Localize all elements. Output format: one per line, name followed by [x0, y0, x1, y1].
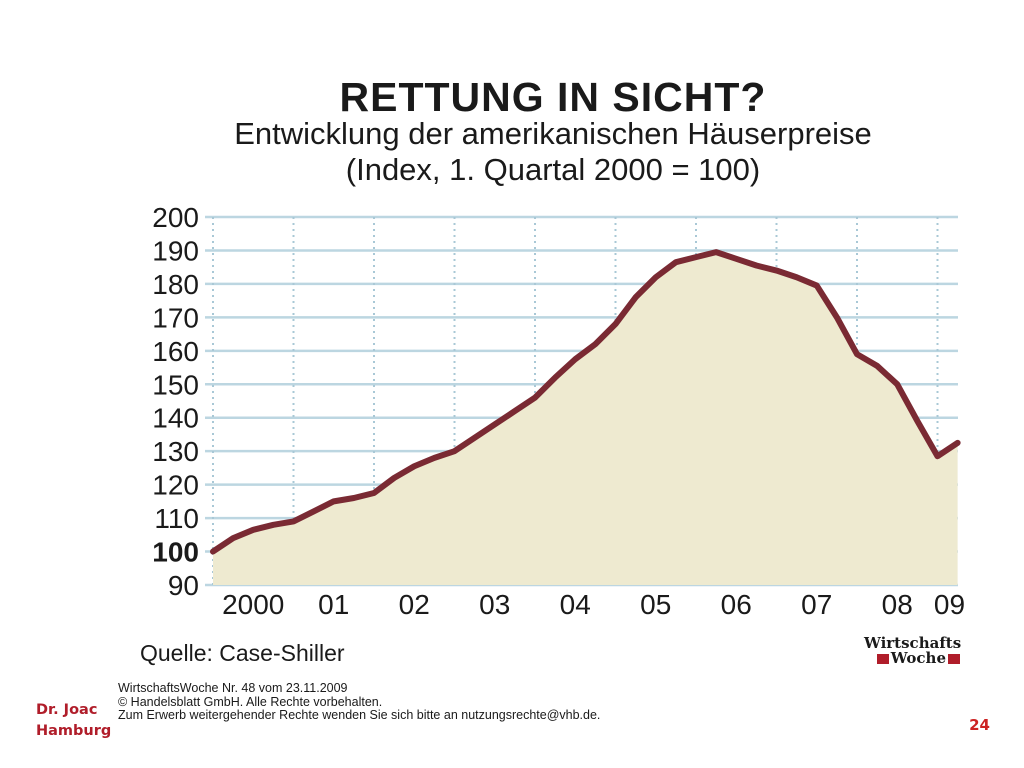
data-point-3	[272, 524, 274, 526]
footer-author-line2: Hamburg	[36, 723, 112, 739]
chart-title: RETTUNG IN SICHT?	[339, 74, 767, 120]
data-point-8	[373, 492, 375, 494]
source-note: Quelle: Case-Shiller	[140, 640, 345, 666]
data-point-27	[755, 265, 757, 267]
y-tick-label-180: 180	[152, 269, 199, 300]
data-point-32	[856, 353, 858, 355]
y-tick-label-100: 100	[152, 537, 199, 568]
data-point-30	[816, 285, 818, 287]
data-point-5	[313, 510, 315, 512]
data-point-33	[876, 365, 878, 367]
data-point-6	[333, 500, 335, 502]
x-axis-ticks: 2000 01 02 03 04 05 06 07 08 09	[222, 589, 965, 620]
data-point-17	[554, 377, 556, 379]
data-point-37	[957, 442, 959, 444]
copyright-line3: Zum Erwerb weitergehender Rechte wenden …	[118, 708, 601, 722]
data-point-0	[212, 551, 214, 553]
data-point-35	[916, 420, 918, 422]
wirtschaftswoche-logo: Wirtschafts Woche	[864, 634, 962, 667]
x-tick-label-09: 09	[934, 589, 965, 620]
y-tick-label-110: 110	[154, 503, 199, 534]
chart-subtitle-line2: (Index, 1. Quartal 2000 = 100)	[345, 152, 761, 187]
price-index-line	[210, 249, 961, 555]
y-tick-label-90: 90	[168, 570, 199, 601]
logo-bar-right	[948, 653, 960, 664]
data-point-34	[896, 383, 898, 385]
y-tick-label-120: 120	[152, 470, 199, 501]
data-point-2	[252, 529, 254, 531]
copyright-line1: WirtschaftsWoche Nr. 48 vom 23.11.2009	[118, 681, 348, 695]
x-tick-label-07: 07	[801, 589, 832, 620]
data-point-15	[514, 410, 516, 412]
x-tick-label-05: 05	[640, 589, 671, 620]
line-layer	[210, 249, 961, 555]
x-tick-label-08: 08	[882, 589, 913, 620]
copyright-notice: WirtschaftsWoche Nr. 48 vom 23.11.2009 ©…	[118, 681, 601, 723]
data-point-19	[594, 343, 596, 345]
logo-line1: Wirtschafts	[864, 634, 962, 652]
data-point-26	[735, 258, 737, 260]
data-point-11	[433, 457, 435, 459]
footer-author-line1: Dr. Joac	[36, 702, 98, 718]
data-point-4	[293, 520, 294, 522]
y-tick-label-140: 140	[152, 403, 199, 434]
data-point-36	[937, 455, 938, 457]
data-point-7	[353, 497, 355, 499]
x-tick-label-2000: 2000	[222, 589, 284, 620]
data-point-10	[413, 465, 415, 467]
x-tick-label-04: 04	[560, 589, 591, 620]
copyright-line2: © Handelsblatt GmbH. Alle Rechte vorbeha…	[118, 694, 383, 709]
y-tick-label-150: 150	[152, 369, 199, 400]
y-tick-label-130: 130	[152, 436, 199, 467]
data-point-9	[393, 477, 395, 479]
data-point-28	[776, 270, 777, 272]
data-point-23	[675, 261, 677, 263]
data-point-22	[655, 276, 657, 278]
y-tick-label-160: 160	[152, 336, 199, 367]
data-point-21	[635, 296, 637, 298]
data-point-12	[454, 450, 455, 452]
x-tick-label-01: 01	[318, 589, 349, 620]
data-point-24	[695, 256, 697, 258]
y-tick-label-190: 190	[152, 235, 199, 266]
logo-line2: Woche	[890, 649, 946, 667]
x-tick-label-02: 02	[399, 589, 430, 620]
data-point-1	[232, 537, 234, 539]
footer-author: Dr. Joac Hamburg	[36, 700, 116, 742]
x-tick-label-03: 03	[479, 589, 510, 620]
data-point-29	[796, 276, 798, 278]
area-fill	[213, 252, 958, 586]
page-number: 24	[969, 716, 990, 734]
y-tick-label-200: 200	[152, 202, 199, 233]
x-tick-label-06: 06	[721, 589, 752, 620]
data-point-18	[574, 358, 576, 360]
chart-subtitle-line1: Entwicklung der amerikanischen Häuserpre…	[234, 116, 872, 151]
data-point-25	[715, 251, 717, 253]
data-point-13	[474, 437, 476, 439]
data-point-31	[836, 316, 838, 318]
area-layer	[213, 252, 958, 586]
y-tick-label-170: 170	[152, 302, 199, 333]
data-point-20	[615, 323, 616, 325]
data-point-16	[534, 397, 536, 399]
logo-bar-left	[876, 653, 889, 664]
data-point-14	[494, 423, 496, 425]
